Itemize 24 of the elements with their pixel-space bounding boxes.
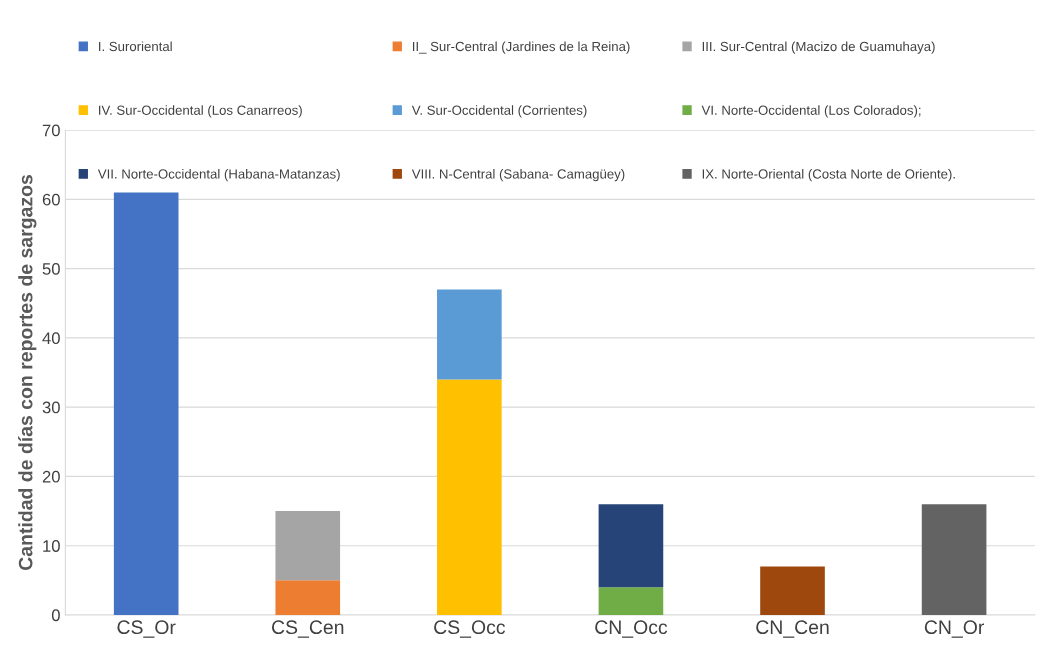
legend-label: VII. Norte-Occidental (Habana-Matanzas) (97, 168, 340, 182)
legend-label: I. Suroriental (99, 41, 172, 52)
x-tick-label: CS_Occ (434, 620, 506, 638)
y-tick-label: 40 (42, 332, 60, 345)
y-tick-label: 20 (42, 470, 60, 483)
y-tick-label: 50 (42, 263, 60, 275)
y-tick-label: 10 (43, 540, 60, 552)
legend-label: IV. Sur-Occidental (Los Canarreos) (99, 105, 302, 118)
legend-label: II_ Sur-Central (Jardines de la Reina) (413, 41, 630, 54)
legend-label: VIII. N-Central (Sabana- Camagüey) (411, 168, 625, 182)
y-tick-label: 30 (42, 401, 60, 414)
x-tick-label: CN_Cen (756, 620, 829, 638)
x-tick-label: CS_Or (117, 620, 176, 638)
legend-label: III. Sur-Central (Macizo de Guamuhaya) (702, 41, 935, 54)
y-tick-label: 70 (42, 124, 60, 137)
legend-label: V. Sur-Occidental (Corrientes) (411, 105, 587, 118)
legend-label: VI. Norte-Occidental (Los Colorados); (701, 105, 921, 118)
x-tick-label: CN_Or (924, 620, 985, 638)
y-tick-label: 0 (51, 609, 60, 622)
y-axis-title: Cantidad de días con reportes de sargazos (18, 175, 37, 570)
x-tick-label: CN_Occ (595, 620, 668, 638)
legend-label: IX. Norte-Oriental (Costa Norte de Oriente). (702, 168, 955, 182)
x-tick-label: CS_Cen (272, 620, 344, 638)
y-tick-label: 60 (42, 193, 60, 206)
